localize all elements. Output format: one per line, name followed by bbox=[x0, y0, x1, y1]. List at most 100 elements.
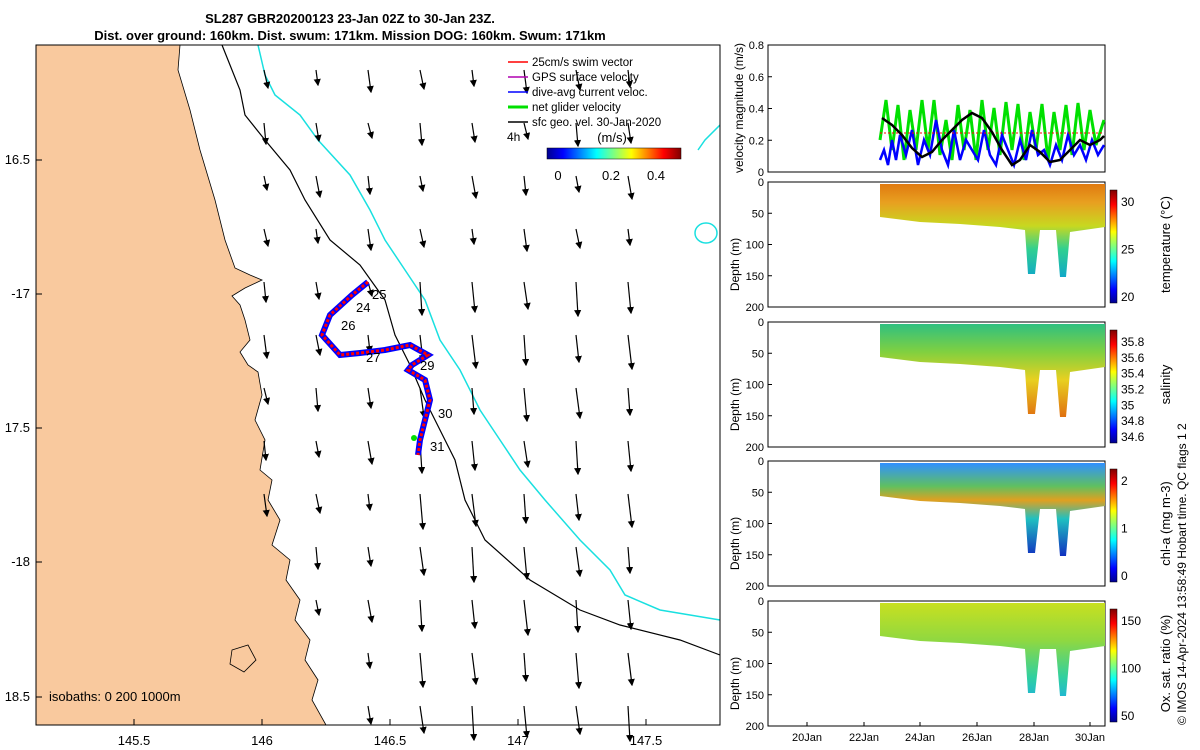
velocity-arrow bbox=[470, 705, 478, 742]
velocity-arrow bbox=[575, 546, 583, 578]
velocity-arrow bbox=[523, 122, 531, 141]
velocity-arrow bbox=[418, 281, 426, 317]
colorbar-tick-label: 34.6 bbox=[1121, 430, 1145, 444]
velocity-arrow bbox=[366, 705, 374, 726]
velocity-arrow bbox=[261, 122, 270, 146]
velocity-arrow bbox=[626, 281, 635, 315]
legend-label: dive-avg current veloc. bbox=[532, 87, 648, 99]
depth-axis-label: Depth (m) bbox=[728, 238, 742, 291]
velocity-arrow bbox=[366, 546, 374, 568]
profile-panel-chl-a: 0 50 100 150 200 Depth (m) 2 1 0 chl-a (mg m-3) bbox=[728, 456, 1173, 593]
colorbar-extra: 4h bbox=[507, 130, 520, 144]
colorbar-tick-label: 35.4 bbox=[1121, 367, 1145, 381]
profile-colorbar bbox=[1109, 329, 1118, 444]
velocity-arrow bbox=[523, 440, 531, 469]
velocity-arrow bbox=[574, 175, 582, 194]
velocity-arrow bbox=[417, 122, 426, 147]
velocity-arrow bbox=[314, 599, 322, 617]
lon-tick-label: 147.5 bbox=[630, 733, 663, 748]
velocity-arrow bbox=[574, 652, 583, 690]
velocity-arrow bbox=[521, 493, 530, 525]
lat-tick-label: 16.5 bbox=[5, 152, 30, 167]
track-day-label: 31 bbox=[430, 439, 444, 454]
colorbar-tick-label: 50 bbox=[1121, 709, 1135, 723]
colorbar-tick-label: 30 bbox=[1121, 195, 1135, 209]
legend-item: sfc geo. vel. 30-Jan-2020 bbox=[508, 117, 661, 129]
velocity-arrow bbox=[365, 652, 373, 670]
velocity-arrow bbox=[471, 493, 479, 528]
velocity-arrow bbox=[263, 387, 271, 406]
velocity-tick-label: 0.2 bbox=[749, 135, 764, 147]
track-day-label: 24 bbox=[356, 300, 370, 315]
map-axis-ticks: 145.5 146 146.5 147 147.5 16.5 -17 17.5 -18 18.5 bbox=[5, 152, 663, 748]
velocity-arrow bbox=[522, 69, 530, 95]
colorbar-tick: 0 bbox=[554, 168, 561, 183]
legend-item: dive-avg current veloc. bbox=[508, 87, 648, 99]
time-tick-label: 24Jan bbox=[905, 732, 935, 744]
velocity-arrow bbox=[419, 705, 427, 735]
isobath-1000-east bbox=[697, 124, 721, 151]
velocity-arrow bbox=[522, 546, 531, 581]
colorbar-tick-label: 35 bbox=[1121, 398, 1135, 412]
profile-data-area bbox=[880, 463, 1105, 556]
velocity-arrow bbox=[365, 175, 373, 196]
velocity-arrow bbox=[365, 493, 373, 512]
velocity-arrow bbox=[418, 599, 426, 633]
time-tick-label: 20Jan bbox=[792, 732, 822, 744]
velocity-arrow bbox=[471, 175, 479, 200]
track-day-label: 27 bbox=[366, 350, 380, 365]
velocity-arrow bbox=[419, 69, 427, 91]
legend-label: GPS surface velocity bbox=[532, 72, 639, 84]
velocity-arrow bbox=[419, 546, 427, 577]
velocity-arrow bbox=[261, 281, 269, 304]
profile-colorbar bbox=[1109, 468, 1118, 583]
colorbar-tick-label: 35.2 bbox=[1121, 383, 1145, 397]
velocity-arrow bbox=[575, 705, 583, 736]
colorbar-label: (m/s) bbox=[597, 130, 627, 145]
velocity-arrow bbox=[262, 334, 270, 360]
velocity-arrow bbox=[315, 175, 323, 199]
legend-label: 25cm/s swim vector bbox=[532, 57, 633, 69]
velocity-arrow bbox=[522, 334, 530, 367]
net-glider-velocity-mark bbox=[411, 435, 417, 441]
colorbar-tick-label: 35.6 bbox=[1121, 351, 1145, 365]
lat-tick-label: 18.5 bbox=[5, 689, 30, 704]
velocity-arrow bbox=[366, 122, 374, 140]
velocity-arrow bbox=[418, 652, 427, 689]
velocity-arrow bbox=[314, 122, 322, 143]
depth-tick-label: 100 bbox=[746, 519, 764, 531]
colorbar-label: salinity bbox=[1158, 364, 1173, 404]
profile-colorbar bbox=[1109, 189, 1118, 304]
title-line-2: Dist. over ground: 160km. Dist. swum: 17… bbox=[94, 28, 606, 43]
colorbar-label: chl-a (mg m-3) bbox=[1158, 481, 1173, 566]
profile-panel-salinity: 0 50 100 150 200 Depth (m) 35.8 35.6 35.4 35.235 3… bbox=[728, 317, 1173, 454]
title-line-1: SL287 GBR20200123 23-Jan 02Z to 30-Jan 2… bbox=[205, 11, 495, 26]
depth-axis-label: Depth (m) bbox=[728, 517, 742, 570]
velocity-arrow bbox=[469, 69, 477, 88]
velocity-arrow bbox=[313, 228, 321, 245]
colorbar-tick-label: 150 bbox=[1121, 614, 1141, 628]
velocity-arrow bbox=[418, 175, 426, 193]
velocity-arrow bbox=[574, 440, 582, 476]
colorbar-tick-label: 34.8 bbox=[1121, 414, 1145, 428]
time-tick-label: 22Jan bbox=[849, 732, 879, 744]
depth-tick-label: 200 bbox=[746, 302, 764, 314]
depth-tick-label: 50 bbox=[752, 208, 764, 220]
velocity-arrow bbox=[469, 228, 477, 246]
legend-item: net glider velocity bbox=[508, 102, 621, 114]
velocity-arrow bbox=[521, 175, 529, 197]
map-frame bbox=[35, 44, 721, 726]
legend-item: GPS surface velocity bbox=[508, 72, 639, 84]
velocity-arrow bbox=[471, 652, 479, 686]
velocity-arrow bbox=[367, 599, 375, 624]
colorbar-label: temperature (°C) bbox=[1158, 196, 1173, 293]
velocity-tick-label: 0.8 bbox=[749, 40, 764, 52]
lat-tick-label: -18 bbox=[11, 554, 30, 569]
track-day-label: 25 bbox=[372, 287, 386, 302]
velocity-arrow bbox=[262, 175, 270, 192]
glider-track bbox=[318, 279, 434, 456]
velocity-arrow bbox=[367, 440, 375, 466]
map-legend: 25cm/s swim vector GPS surface velocity di… bbox=[508, 57, 661, 129]
depth-tick-label: 0 bbox=[758, 317, 764, 329]
